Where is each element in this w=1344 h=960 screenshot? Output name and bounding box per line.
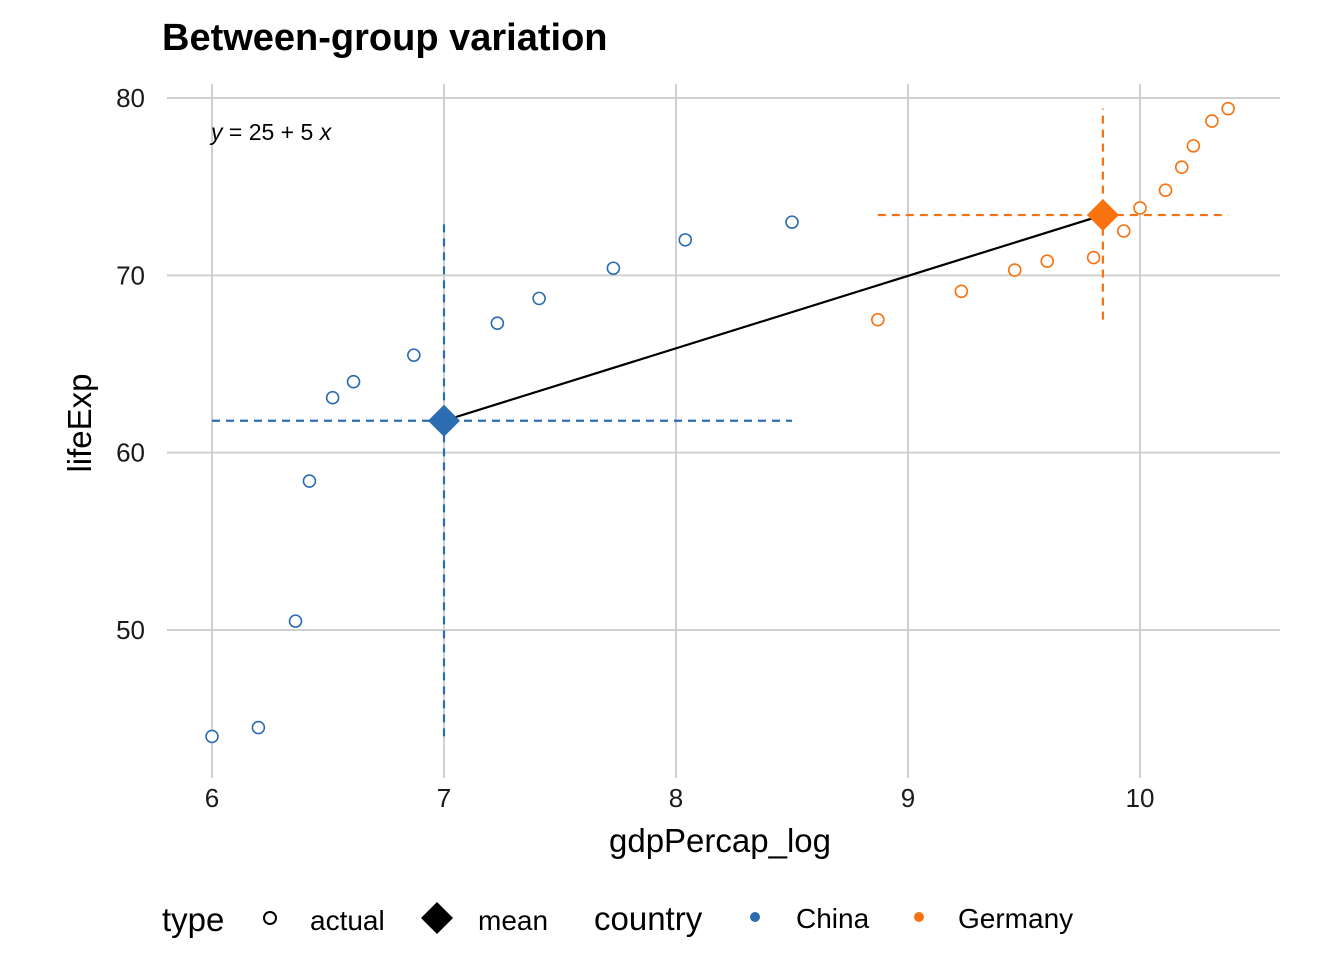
germany-point <box>1205 114 1219 128</box>
germany-point <box>1133 201 1147 215</box>
legend-germany-label: Germany <box>958 903 1073 934</box>
germany-point <box>1221 101 1235 116</box>
china-point <box>302 474 317 488</box>
germany-point <box>871 312 885 327</box>
china-point <box>251 720 266 735</box>
x-tick-label: 8 <box>669 783 683 813</box>
legend-country-title: country <box>594 900 703 937</box>
y-axis-title: lifeExp <box>61 373 98 472</box>
germany-point <box>1086 250 1101 265</box>
actual-points <box>205 101 1235 744</box>
mean-guides <box>212 108 1229 737</box>
china-point <box>490 316 505 331</box>
chart-title: Between-group variation <box>162 17 608 59</box>
equation-y: y <box>209 119 224 145</box>
grid-layer <box>167 84 1280 778</box>
x-tick-label: 9 <box>901 783 915 813</box>
mean-markers <box>428 199 1119 437</box>
legend-china-label: China <box>796 903 870 934</box>
china-point <box>288 614 303 628</box>
germany-point <box>1040 254 1054 268</box>
legend-actual-label: actual <box>310 905 385 936</box>
germany-point <box>1186 139 1201 153</box>
germany-mean-marker <box>1086 199 1119 232</box>
germany-point <box>1116 224 1131 238</box>
legend-mean-label: mean <box>478 905 548 936</box>
legend: type actual mean country China Germany <box>162 900 1073 938</box>
y-tick-label: 70 <box>116 260 145 290</box>
china-mean-marker <box>428 404 460 437</box>
germany-point <box>954 284 969 299</box>
x-tick-label: 7 <box>437 783 451 813</box>
equation-x: x <box>319 119 333 145</box>
between-group-line <box>443 213 1104 422</box>
china-point <box>407 348 421 362</box>
axis-ticks: 6 7 8 9 10 50 60 70 80 <box>116 83 1154 813</box>
germany-point <box>1007 263 1022 277</box>
equation-annotation: y = 25 + 5 x <box>209 119 333 145</box>
china-point <box>785 215 799 229</box>
legend-germany-key <box>914 912 924 922</box>
china-point <box>205 729 219 744</box>
y-tick-label: 60 <box>116 438 145 468</box>
equation-body: = 25 + 5 <box>223 119 320 145</box>
x-tick-label: 6 <box>205 783 219 813</box>
china-point <box>532 291 546 306</box>
china-point <box>606 261 621 276</box>
legend-actual-key <box>263 911 277 925</box>
x-tick-label: 10 <box>1126 783 1155 813</box>
legend-mean-key <box>421 902 453 934</box>
china-point <box>325 390 340 405</box>
legend-type-title: type <box>162 901 224 938</box>
china-point <box>346 374 361 389</box>
y-tick-label: 80 <box>116 83 145 113</box>
germany-point <box>1174 160 1189 174</box>
y-tick-label: 50 <box>116 615 145 645</box>
china-point <box>678 233 693 247</box>
germany-point <box>1158 183 1173 198</box>
x-axis-title: gdpPercap_log <box>609 822 831 859</box>
legend-china-key <box>750 912 760 922</box>
